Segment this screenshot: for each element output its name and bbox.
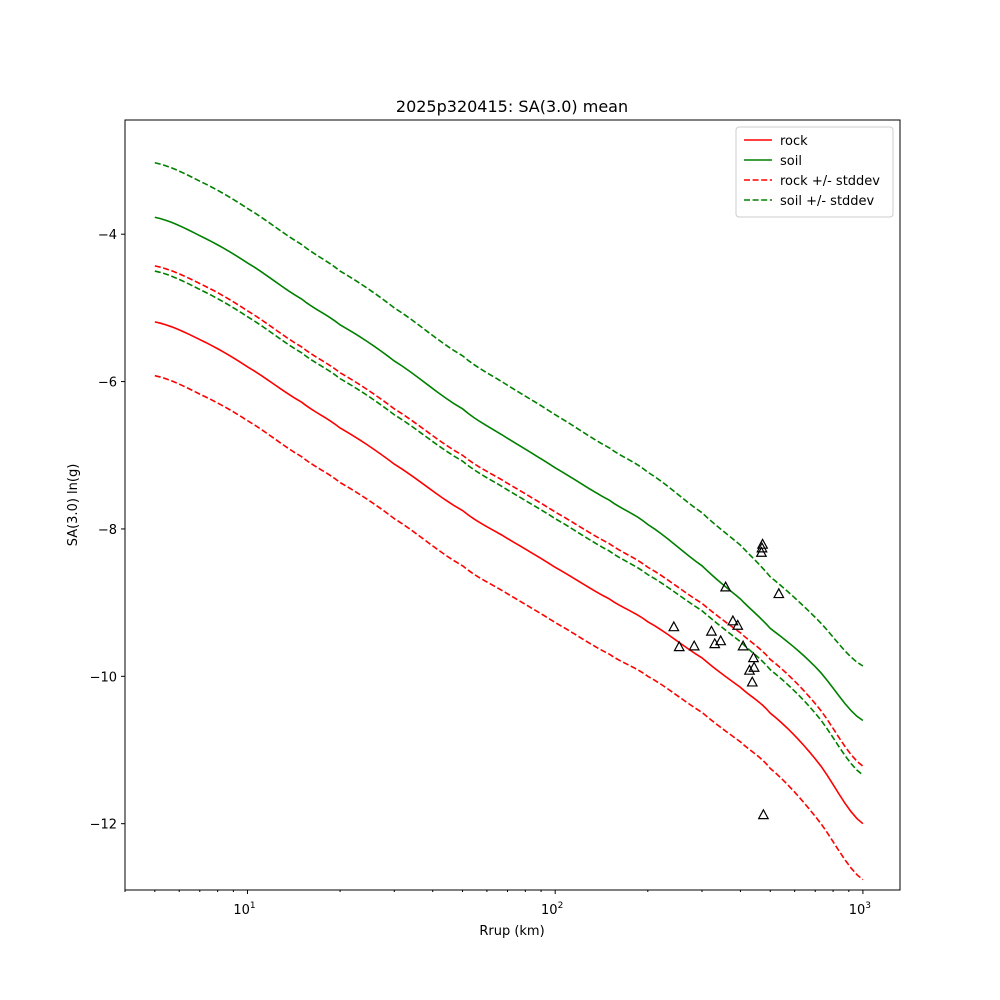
- series-line-4: [154, 374, 864, 881]
- observation-marker: [688, 639, 700, 651]
- x-axis-label: Rrup (km): [479, 924, 544, 939]
- x-tick-label: 101: [233, 901, 255, 918]
- x-axis: 101 102 103: [124, 890, 871, 918]
- observation-marker: [719, 580, 732, 592]
- x-tick-label: 103: [849, 901, 871, 918]
- legend-label: soil +/- stddev: [780, 194, 875, 209]
- observation-markers: [668, 538, 785, 820]
- y-tick-label: −12: [90, 818, 117, 833]
- plot-area: [124, 119, 901, 891]
- y-axis: −4 −6 −8 −10 −12: [90, 228, 125, 833]
- series-line-2: [154, 265, 864, 767]
- observation-marker: [756, 538, 769, 549]
- observation-marker: [747, 651, 760, 663]
- observation-marker: [773, 587, 785, 599]
- observation-marker: [727, 614, 739, 626]
- observation-marker: [673, 640, 685, 652]
- observation-marker: [756, 541, 768, 553]
- legend-label: soil: [780, 154, 802, 169]
- observation-marker: [731, 619, 744, 630]
- observation-marker: [748, 661, 760, 672]
- x-tick-label: 102: [541, 901, 563, 918]
- series-layer: [154, 161, 864, 881]
- chart-title: 2025p320415: SA(3.0) mean: [396, 97, 628, 116]
- series-line-5: [154, 270, 864, 776]
- observation-marker: [757, 808, 770, 820]
- observation-marker: [746, 675, 759, 687]
- y-axis-label: SA(3.0) ln(g): [66, 464, 81, 547]
- series-line-1: [154, 216, 864, 722]
- legend: rock soil rock +/- stddev soil +/- stddev: [735, 126, 894, 218]
- series-line-3: [154, 161, 864, 667]
- y-tick-label: −6: [98, 376, 117, 391]
- observation-marker: [714, 634, 727, 646]
- y-tick-label: −8: [98, 523, 117, 538]
- observation-marker: [668, 620, 680, 632]
- observation-marker: [743, 664, 756, 675]
- y-tick-label: −10: [90, 670, 117, 685]
- observation-marker: [737, 639, 749, 651]
- legend-box: [735, 126, 894, 218]
- legend-label: rock +/- stddev: [780, 174, 880, 189]
- series-line-0: [154, 321, 864, 825]
- observation-marker: [705, 625, 718, 636]
- plot-frame: [124, 119, 901, 891]
- y-tick-label: −4: [98, 228, 117, 243]
- legend-label: rock: [780, 134, 808, 149]
